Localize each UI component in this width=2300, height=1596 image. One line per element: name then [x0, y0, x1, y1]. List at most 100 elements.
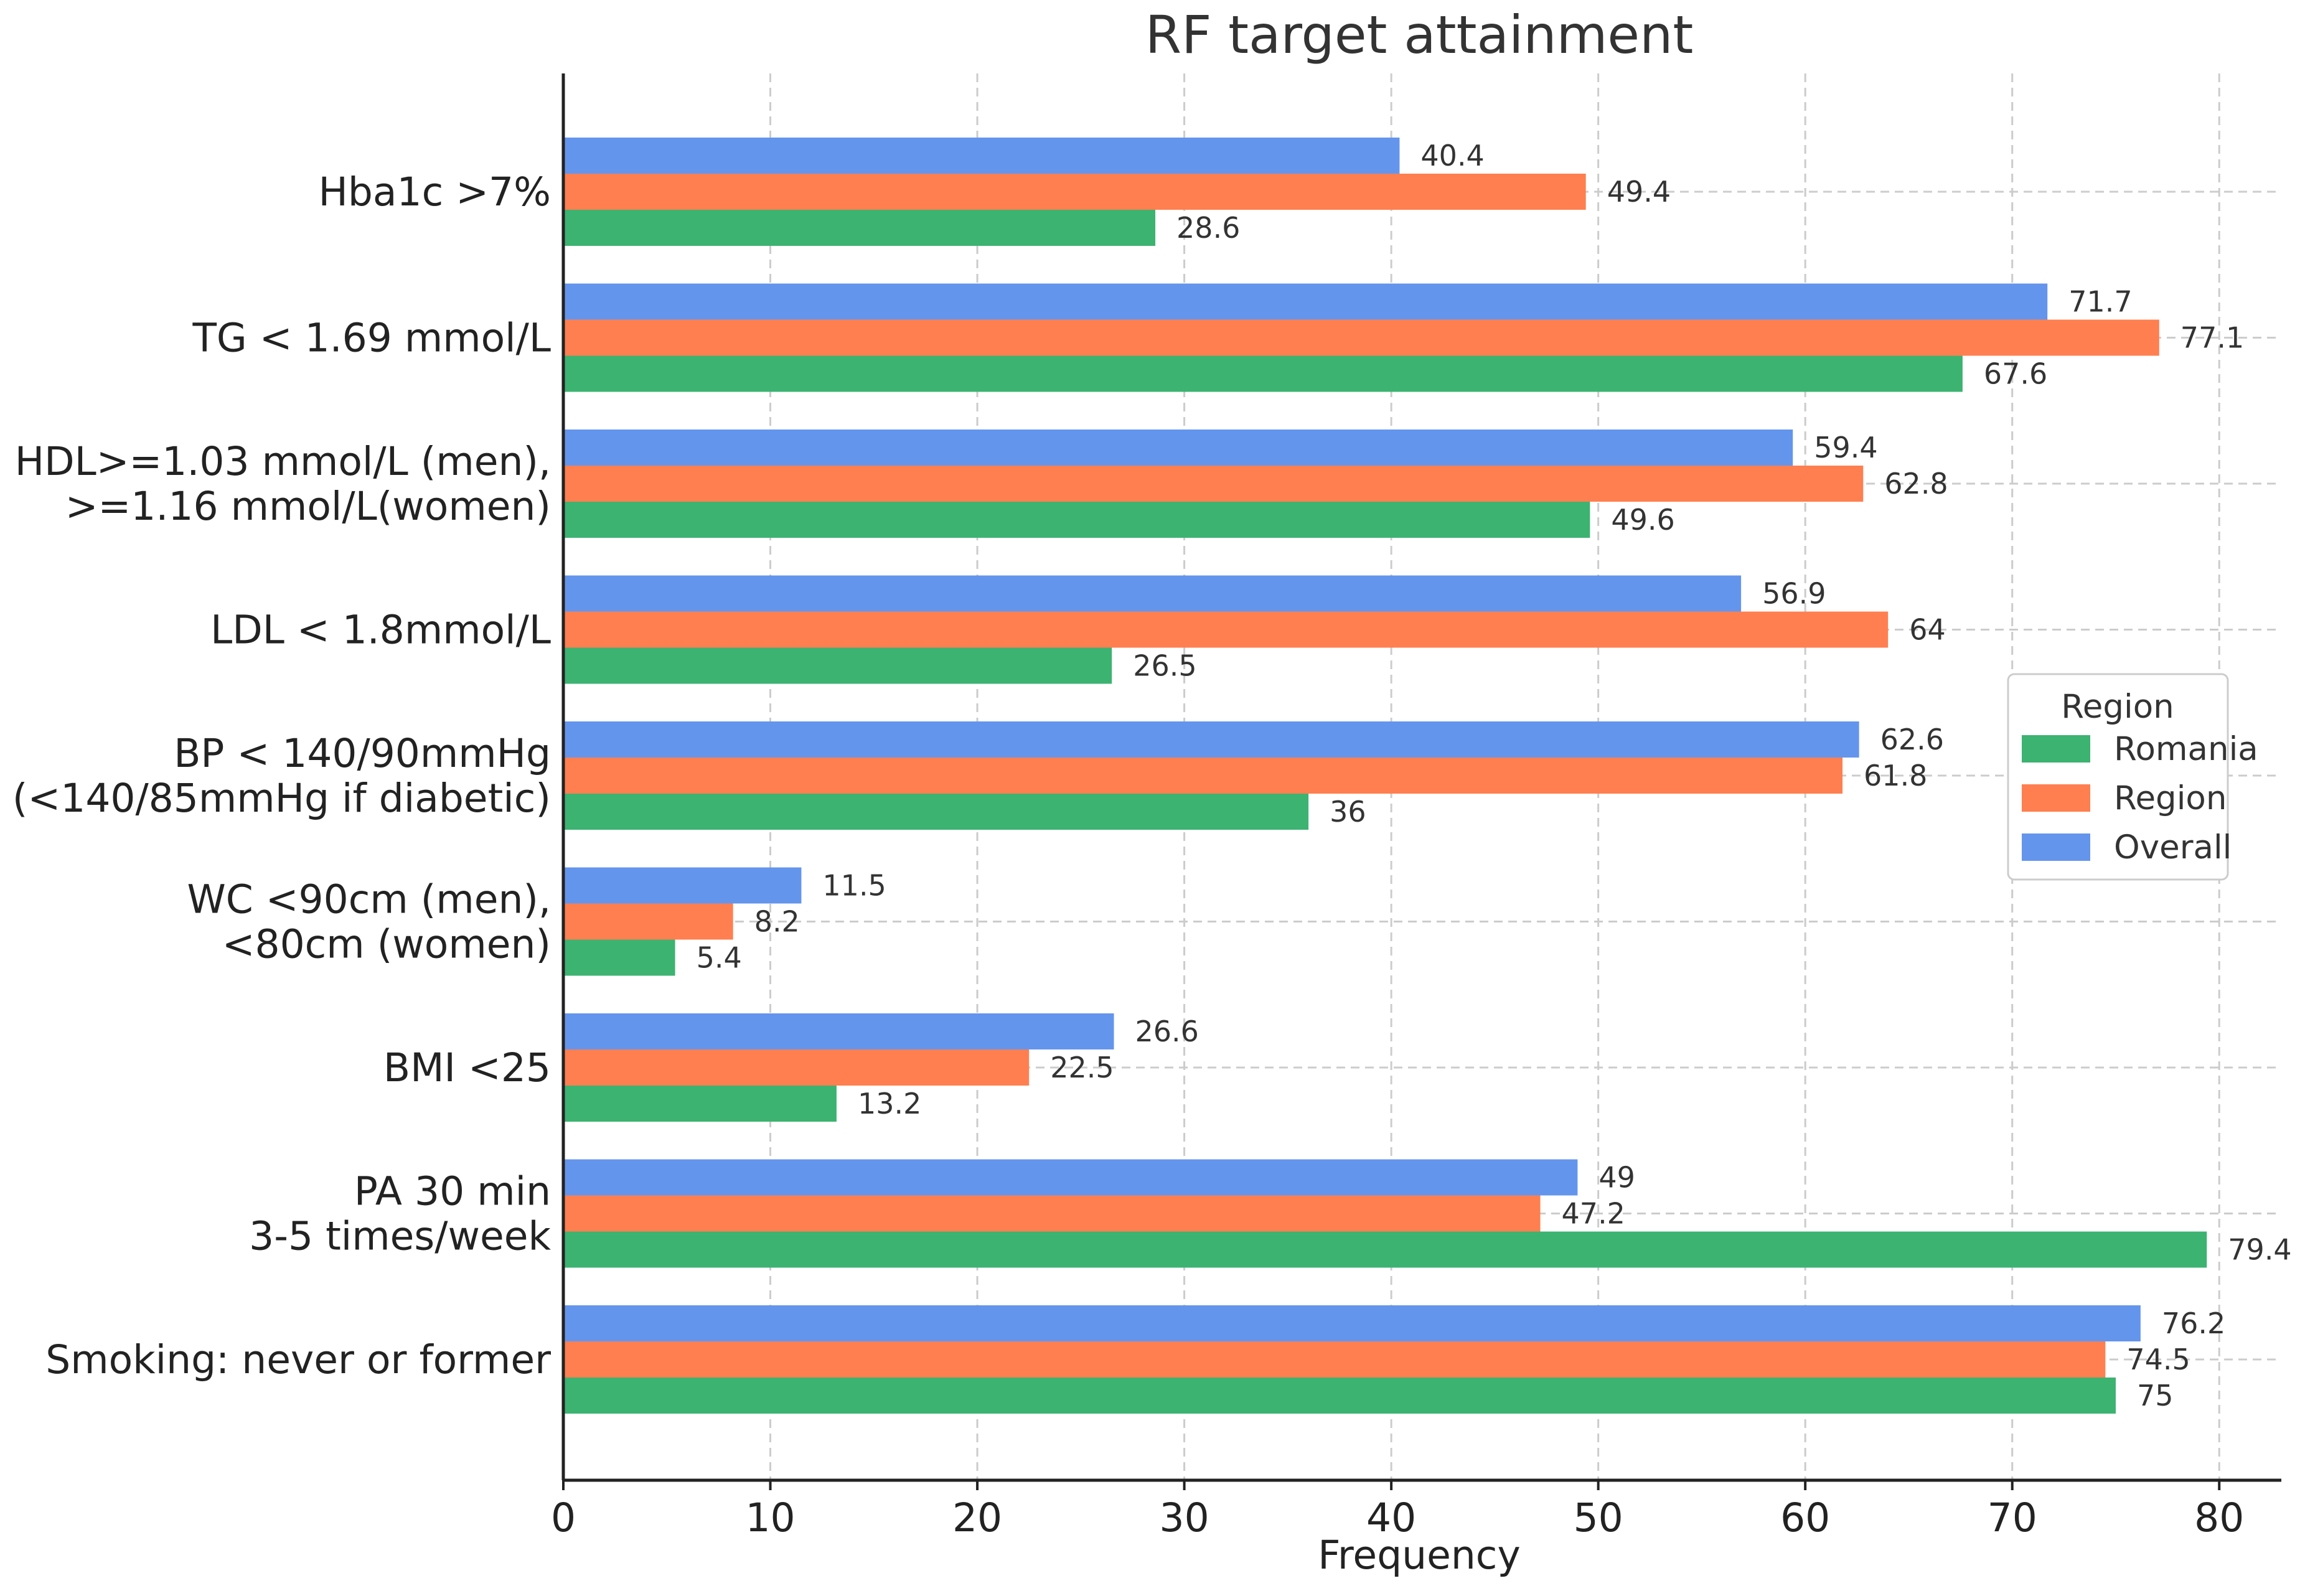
legend-label: Region [2114, 779, 2227, 817]
bar-region [563, 319, 2159, 356]
category-label-line: WC <90cm (men), [187, 877, 551, 922]
bar-region [563, 1195, 1541, 1232]
category-label: LDL < 1.8mmol/L [210, 608, 551, 653]
bar-overall [563, 283, 2048, 320]
x-tick-label: 20 [952, 1495, 1002, 1541]
data-label: 22.5 [1050, 1051, 1114, 1084]
data-label: 75 [2137, 1379, 2174, 1412]
data-label: 79.4 [2228, 1233, 2291, 1267]
category-label-line: <80cm (women) [222, 922, 551, 967]
category-label: Smoking: never or former [45, 1337, 551, 1382]
x-tick-label: 10 [745, 1495, 795, 1541]
legend-label: Overall [2114, 829, 2232, 866]
x-tick-label: 40 [1366, 1495, 1416, 1541]
data-label: 11.5 [822, 869, 886, 903]
category-label-line: LDL < 1.8mmol/L [210, 608, 551, 653]
data-label: 59.4 [1814, 431, 1877, 464]
legend-frame [2007, 673, 2229, 881]
legend: Region Romania Region Overall [2007, 673, 2258, 881]
category-label-line: BMI <25 [383, 1045, 551, 1091]
category-label: Hba1c >7% [319, 169, 551, 215]
x-tick-label: 80 [2194, 1495, 2244, 1541]
bar-romania [563, 210, 1156, 246]
bar-region [563, 758, 1843, 794]
legend-title: Region [2061, 688, 2174, 726]
x-tick-label: 50 [1574, 1495, 1623, 1541]
bar-romania [563, 939, 675, 976]
bar-overall [563, 1305, 2141, 1341]
data-label: 56.9 [1762, 577, 1826, 611]
category-label: BP < 140/90mmHg (<140/85mmHg if diabetic) [12, 731, 551, 821]
bar-romania [563, 1378, 2116, 1414]
data-label: 40.4 [1420, 139, 1484, 172]
bar-romania [563, 1086, 837, 1122]
x-tick-label: 30 [1160, 1495, 1209, 1541]
bar-overall [563, 1013, 1114, 1049]
bar-region [563, 174, 1586, 210]
legend-swatch-romania [2022, 735, 2090, 763]
bar-romania [563, 1231, 2207, 1268]
axes: 0 10 20 30 40 50 60 70 80 Hba1c >7% TG < 1.69 mmol… [12, 73, 2281, 1541]
bar-romania [563, 502, 1590, 538]
bar-romania [563, 647, 1112, 684]
data-label: 62.6 [1880, 723, 1944, 756]
legend-swatch-region [2022, 784, 2090, 812]
bars [563, 138, 2207, 1414]
bar-overall [563, 575, 1742, 612]
x-axis-title: Frequency [1318, 1533, 1520, 1578]
data-label: 49 [1598, 1161, 1635, 1195]
x-tick-label: 70 [1988, 1495, 2037, 1541]
category-label: PA 30 min 3-5 times/week [249, 1169, 551, 1259]
bar-overall [563, 430, 1793, 466]
data-label: 62.8 [1884, 467, 1948, 500]
bar-region [563, 1049, 1030, 1086]
category-label-line: TG < 1.69 mmol/L [192, 316, 551, 361]
data-label: 64 [1909, 613, 1946, 647]
bar-overall [563, 138, 1400, 174]
legend-swatch-overall [2022, 833, 2090, 861]
bar-overall [563, 721, 1859, 758]
data-label: 8.2 [754, 905, 800, 939]
category-label-line: BP < 140/90mmHg [174, 731, 551, 776]
category-label: BMI <25 [383, 1045, 551, 1091]
category-label: TG < 1.69 mmol/L [192, 316, 551, 361]
bar-region [563, 1341, 2106, 1378]
chart-title: RF target attainment [1145, 4, 1694, 65]
data-label: 49.4 [1607, 175, 1671, 209]
category-label-line: Smoking: never or former [45, 1337, 551, 1382]
category-label-line: >=1.16 mmol/L(women) [65, 484, 551, 529]
category-label-line: 3-5 times/week [249, 1214, 551, 1259]
category-label-line: PA 30 min [354, 1169, 551, 1214]
data-label: 36 [1330, 795, 1366, 829]
category-label-line: Hba1c >7% [319, 169, 551, 215]
data-label: 26.6 [1135, 1015, 1199, 1048]
data-label: 28.6 [1176, 211, 1240, 245]
bar-romania [563, 794, 1309, 830]
category-label: WC <90cm (men), <80cm (women) [187, 877, 551, 967]
data-label: 77.1 [2180, 321, 2244, 355]
bar-region [563, 903, 733, 940]
data-label: 71.7 [2068, 285, 2132, 319]
category-label: HDL>=1.03 mmol/L (men), >=1.16 mmol/L(wom… [15, 439, 551, 529]
bar-region [563, 466, 1864, 502]
data-label: 74.5 [2126, 1343, 2190, 1376]
data-label: 26.5 [1133, 649, 1196, 683]
data-label: 76.2 [2162, 1307, 2225, 1340]
data-label: 49.6 [1611, 503, 1674, 537]
data-label: 47.2 [1562, 1197, 1625, 1231]
bar-overall [563, 1159, 1578, 1196]
data-label: 5.4 [697, 941, 742, 975]
data-label: 67.6 [1984, 357, 2047, 391]
category-label-line: (<140/85mmHg if diabetic) [12, 776, 551, 821]
bar-romania [563, 355, 1963, 392]
data-labels: 40.4 49.4 28.6 71.7 77.1 67.6 59.462.8 49.6 56.9… [697, 139, 2292, 1412]
legend-label: Romania [2114, 730, 2258, 768]
bar-overall [563, 867, 802, 904]
data-label: 13.2 [858, 1087, 921, 1120]
x-tick-label: 60 [1780, 1495, 1830, 1541]
bar-region [563, 611, 1889, 648]
x-tick-label: 0 [551, 1495, 576, 1541]
data-label: 61.8 [1864, 759, 1927, 792]
category-label-line: HDL>=1.03 mmol/L (men), [15, 439, 551, 484]
